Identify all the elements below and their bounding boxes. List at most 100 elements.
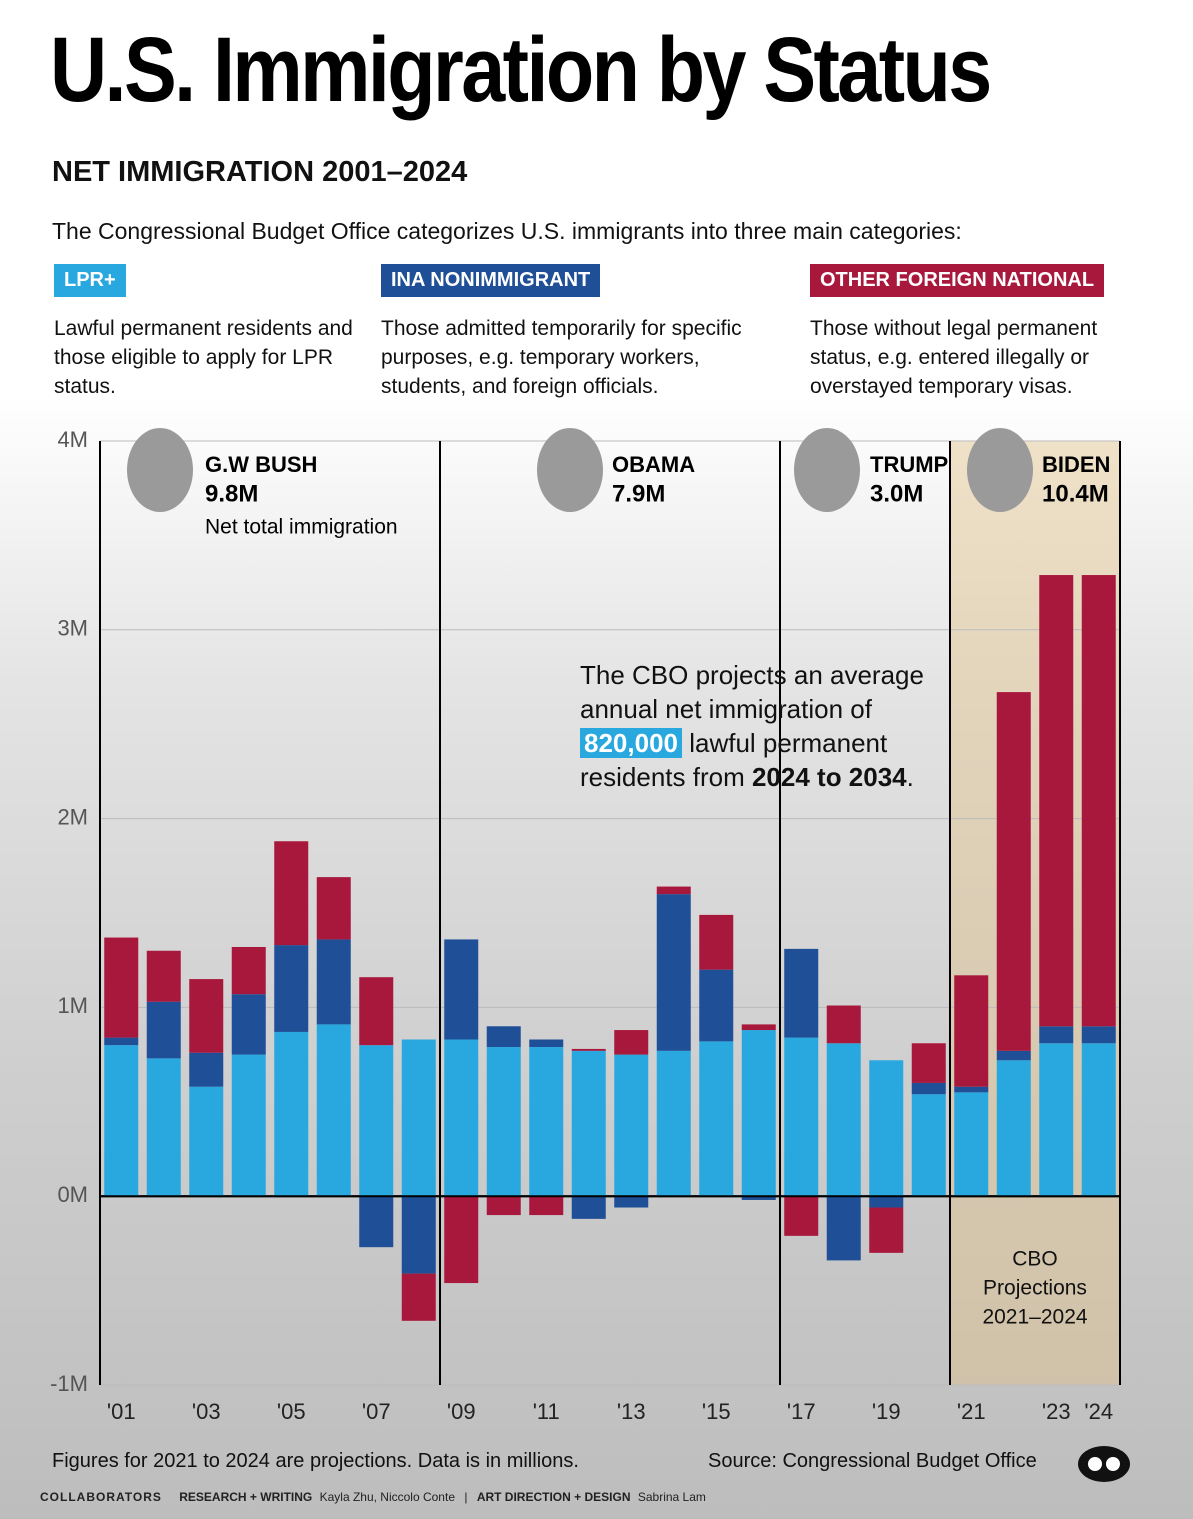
bar-segment <box>529 1039 564 1048</box>
bar-segment <box>656 886 691 895</box>
bar-segment <box>146 1058 181 1197</box>
x-tick-label: '09 <box>447 1399 476 1424</box>
portrait <box>537 428 603 512</box>
bar-segment <box>401 1196 436 1274</box>
bar-segment <box>954 975 989 1087</box>
bar-segment <box>1081 1043 1116 1197</box>
bar-segment <box>911 1082 946 1095</box>
bar-segment <box>1081 575 1116 1027</box>
bar-segment <box>104 1037 139 1046</box>
bar-segment <box>784 1196 819 1236</box>
bar-segment <box>656 894 691 1051</box>
callout-text: lawful permanent residents from <box>580 728 888 792</box>
credit-names: Kayla Zhu, Niccolo Conte <box>319 1490 455 1504</box>
bar-segment <box>614 1054 649 1197</box>
x-tick-label: '15 <box>702 1399 731 1424</box>
x-tick-label: '17 <box>787 1399 816 1424</box>
y-tick-label: 4M <box>57 427 88 452</box>
bar-segment <box>231 994 266 1055</box>
source: Source: Congressional Budget Office <box>708 1450 1037 1472</box>
legend-label: LPR+ <box>54 264 126 297</box>
bar-segment <box>571 1196 606 1219</box>
bar-segment <box>699 1041 734 1197</box>
callout-text: The CBO projects an average annual net i… <box>580 660 924 724</box>
bar-segment <box>529 1047 564 1197</box>
bar-segment <box>741 1024 776 1031</box>
bar-segment <box>189 1086 224 1197</box>
bar-segment <box>316 877 351 940</box>
bar-segment <box>571 1048 606 1051</box>
x-tick-label: '01 <box>107 1399 136 1424</box>
bar-segment <box>656 1050 691 1197</box>
bar-segment <box>996 692 1031 1051</box>
title: U.S. Immigration by Status <box>50 19 992 121</box>
bar-segment <box>146 1001 181 1059</box>
projection-label: Projections <box>983 1277 1087 1300</box>
bar-segment <box>954 1092 989 1197</box>
y-tick-label: -1M <box>50 1371 88 1396</box>
credits: COLLABORATORS RESEARCH + WRITING Kayla Z… <box>40 1490 706 1504</box>
portrait <box>967 428 1033 512</box>
bar-segment <box>1039 575 1074 1027</box>
legend-label: OTHER FOREIGN NATIONAL <box>810 264 1105 297</box>
president-name: TRUMP <box>870 452 948 477</box>
bar-segment <box>274 841 309 946</box>
credit-heading: COLLABORATORS <box>40 1490 162 1504</box>
callout-bold: 2024 to 2034 <box>751 762 907 792</box>
credit-names: Sabrina Lam <box>637 1490 706 1504</box>
bar-segment <box>741 1030 776 1197</box>
projection-label: CBO <box>1012 1248 1058 1271</box>
footnote: Figures for 2021 to 2024 are projections… <box>52 1450 579 1472</box>
x-tick-label: '24 <box>1084 1399 1113 1424</box>
bar-segment <box>996 1050 1031 1061</box>
bar-segment <box>189 979 224 1053</box>
president-total: 9.8M <box>205 480 258 507</box>
bar-segment <box>274 945 309 1032</box>
bar-segment <box>826 1005 861 1044</box>
president-total: 10.4M <box>1042 480 1109 507</box>
bar-segment <box>911 1043 946 1083</box>
bar-segment <box>571 1050 606 1197</box>
bar-segment <box>529 1196 564 1216</box>
projection-label: 2021–2024 <box>982 1306 1087 1329</box>
bar-segment <box>996 1060 1031 1197</box>
bar-segment <box>1039 1026 1074 1044</box>
x-tick-label: '23 <box>1042 1399 1071 1424</box>
bar-segment <box>911 1094 946 1197</box>
bar-segment <box>189 1052 224 1087</box>
president-name: OBAMA <box>612 452 695 477</box>
bar-segment <box>444 939 479 1040</box>
president-total: 7.9M <box>612 480 665 507</box>
bar-segment <box>486 1026 521 1048</box>
bar-segment <box>401 1039 436 1197</box>
bar-segment <box>1081 1026 1116 1044</box>
x-tick-label: '03 <box>192 1399 221 1424</box>
bar-segment <box>231 946 266 995</box>
x-tick-label: '07 <box>362 1399 391 1424</box>
bar-segment <box>699 969 734 1042</box>
bar-segment <box>104 937 139 1038</box>
bar-segment <box>1039 1043 1074 1197</box>
legend-description: Those without legal permanent status, e.… <box>810 317 1098 398</box>
logo-eye <box>1106 1457 1120 1471</box>
x-tick-label: '11 <box>533 1399 560 1424</box>
bar-segment <box>316 1024 351 1197</box>
bar-segment <box>869 1207 904 1253</box>
y-tick-label: 3M <box>57 616 88 641</box>
bar-segment <box>231 1054 266 1197</box>
bar-segment <box>954 1086 989 1093</box>
y-tick-label: 0M <box>57 1182 88 1207</box>
legend-description: Lawful permanent residents and those eli… <box>54 317 353 398</box>
bar-segment <box>104 1045 139 1197</box>
bar-segment <box>274 1031 309 1197</box>
x-tick-label: '05 <box>277 1399 306 1424</box>
bar-segment <box>444 1196 479 1284</box>
subtitle: NET IMMIGRATION 2001–2024 <box>52 156 468 188</box>
portrait <box>794 428 860 512</box>
net-total-label: Net total immigration <box>205 516 398 539</box>
x-tick-label: '19 <box>872 1399 901 1424</box>
bar-segment <box>784 948 819 1038</box>
logo-eye <box>1088 1457 1102 1471</box>
bar-segment <box>741 1196 776 1200</box>
